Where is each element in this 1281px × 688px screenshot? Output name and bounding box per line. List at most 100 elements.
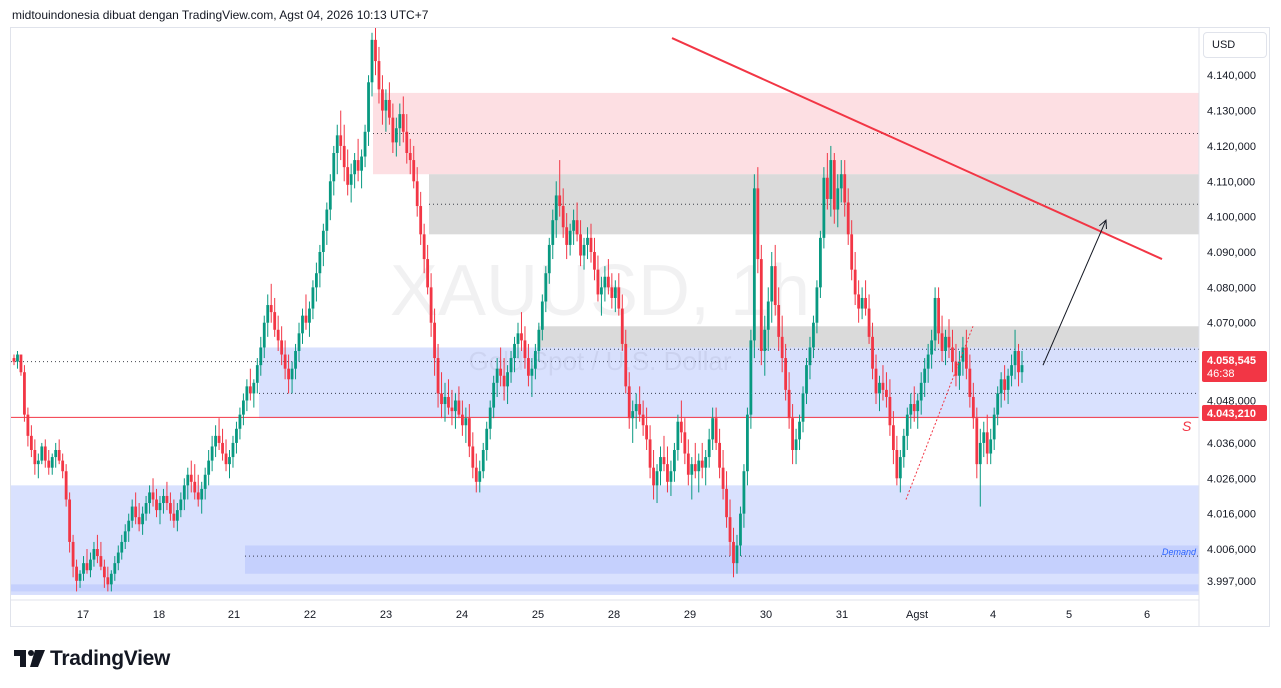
candle-body xyxy=(888,396,892,426)
candle xyxy=(902,428,906,468)
candle-body xyxy=(652,467,655,486)
candle-body xyxy=(916,400,920,412)
candle xyxy=(638,386,642,422)
candle xyxy=(794,428,798,465)
candle-body xyxy=(478,471,482,482)
candle xyxy=(116,545,120,571)
candle xyxy=(367,75,370,146)
time-axis[interactable]: 17 18 21 22 23 24 25 28 29 30 31 Agst 4 5 6 xyxy=(77,609,1150,621)
candle-body xyxy=(134,506,138,518)
candles-layer xyxy=(12,28,1024,592)
candle-body xyxy=(36,460,40,465)
candle-body xyxy=(593,252,596,270)
y-tick-label: 4.130,000 xyxy=(1207,106,1256,118)
candle-body xyxy=(947,336,951,348)
candle xyxy=(968,354,972,408)
candle-body xyxy=(297,333,301,351)
candle-body xyxy=(676,421,680,450)
candle xyxy=(64,464,68,507)
candle xyxy=(551,209,555,260)
candle-body xyxy=(342,145,346,168)
y-tick-label: 4.006,000 xyxy=(1207,544,1256,556)
x-tick-label: 22 xyxy=(304,609,316,621)
candle xyxy=(499,347,503,387)
candle-body xyxy=(798,421,801,440)
candle xyxy=(679,400,683,443)
candle-body xyxy=(447,396,450,408)
chart-frame[interactable] xyxy=(10,27,1270,627)
candle-body xyxy=(64,471,68,500)
candle-body xyxy=(391,117,395,143)
candle xyxy=(857,280,861,323)
candle-body xyxy=(617,287,621,309)
candle-body xyxy=(290,368,294,380)
candle xyxy=(989,428,993,465)
candle xyxy=(919,372,923,415)
candle xyxy=(561,188,565,238)
candle-body xyxy=(902,435,906,458)
candle-body xyxy=(878,382,881,394)
candle-body xyxy=(203,474,207,489)
candle xyxy=(23,365,26,422)
candle-body xyxy=(766,301,770,330)
candle-body xyxy=(944,336,947,351)
candle-body xyxy=(930,340,934,355)
candle-body xyxy=(801,393,805,422)
candle xyxy=(189,460,193,493)
candle xyxy=(360,149,363,189)
candle-body xyxy=(780,336,784,359)
candle xyxy=(891,411,895,465)
candle xyxy=(787,372,791,429)
candle xyxy=(749,329,753,429)
candle-body xyxy=(686,453,690,475)
candle xyxy=(951,329,954,373)
candle-body xyxy=(905,414,909,436)
candle-body xyxy=(346,167,350,185)
tradingview-logo[interactable]: TradingView xyxy=(12,645,170,673)
candle-body xyxy=(784,358,788,390)
zone-demand-floor xyxy=(11,584,1199,595)
candle-body xyxy=(558,195,562,207)
candle-body xyxy=(825,177,829,199)
price-chart[interactable]: XAUUSD, 1h Gold Spot / U.S. Dollar Deman… xyxy=(0,0,1281,640)
candle xyxy=(443,382,447,422)
candle-body xyxy=(530,368,534,376)
candle xyxy=(99,541,103,571)
zone-blue-mid xyxy=(259,347,1199,419)
candle-body xyxy=(50,457,54,468)
candle-body xyxy=(613,287,617,298)
price-axis[interactable]: 4.140,000 4.130,000 4.120,000 4.110,000 4.10… xyxy=(1207,70,1256,588)
candle-body xyxy=(1020,365,1024,373)
candle xyxy=(207,450,211,486)
candle xyxy=(850,220,854,281)
candle xyxy=(798,414,801,450)
candle xyxy=(353,153,357,189)
candle xyxy=(106,566,110,592)
candle xyxy=(926,343,930,383)
candle-body xyxy=(120,541,124,553)
candle-body xyxy=(586,237,589,245)
currency-selector[interactable]: USD xyxy=(1203,32,1267,58)
candle-body xyxy=(662,457,666,465)
candle-body xyxy=(732,541,735,564)
candle-body xyxy=(61,460,65,472)
candle xyxy=(412,145,416,189)
candle-body xyxy=(401,114,405,132)
candle xyxy=(756,167,760,274)
candle-body xyxy=(1017,351,1020,373)
candle-body xyxy=(221,442,224,454)
candle-body xyxy=(735,545,739,564)
candle xyxy=(186,467,190,500)
candle-body xyxy=(891,425,895,450)
candle-body xyxy=(78,573,82,581)
candle-body xyxy=(210,446,214,461)
candle xyxy=(544,266,548,313)
candle-body xyxy=(787,389,791,419)
candle-body xyxy=(843,174,847,203)
candle xyxy=(255,358,259,394)
y-tick-label: 4.140,000 xyxy=(1207,70,1256,82)
candle xyxy=(558,160,562,217)
candle xyxy=(725,471,728,528)
candle xyxy=(130,499,134,528)
candle-body xyxy=(978,442,982,465)
